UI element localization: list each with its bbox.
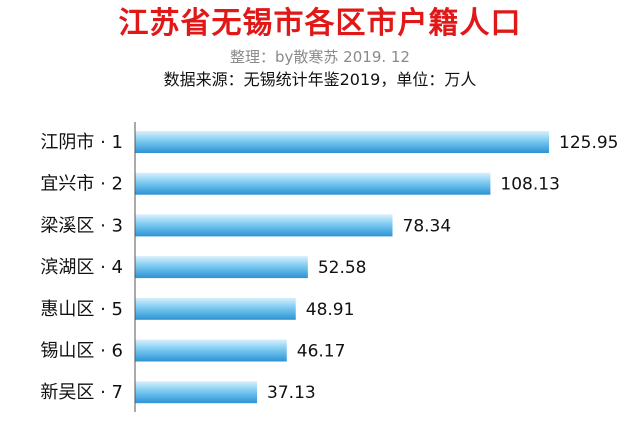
category-label: 惠山区 · 5 xyxy=(40,299,123,320)
category-label: 锡山区 · 6 xyxy=(40,341,123,362)
category-label: 宜兴市 · 2 xyxy=(40,174,123,195)
bar xyxy=(135,297,296,320)
bar xyxy=(135,172,491,195)
value-label: 52.58 xyxy=(318,258,367,278)
data-source-note: 数据来源：无锡统计年鉴2019，单位：万人 xyxy=(163,70,477,89)
bar xyxy=(135,339,287,362)
category-label: 江阴市 · 1 xyxy=(40,132,123,153)
value-label: 108.13 xyxy=(500,175,559,195)
bar xyxy=(135,381,258,404)
category-label: 新吴区 · 7 xyxy=(40,382,123,403)
value-label: 48.91 xyxy=(306,300,355,320)
bar xyxy=(135,256,308,279)
bar xyxy=(135,214,393,237)
value-label: 78.34 xyxy=(403,216,452,236)
value-label: 46.17 xyxy=(297,342,346,362)
category-label: 梁溪区 · 3 xyxy=(40,215,123,236)
value-label: 125.95 xyxy=(559,133,618,153)
chart-subtitle: 整理：by散寒苏 2019. 12 xyxy=(230,48,410,66)
value-label: 37.13 xyxy=(267,383,316,403)
bar xyxy=(135,131,549,153)
category-label: 滨湖区 · 4 xyxy=(40,257,123,278)
chart-title: 江苏省无锡市各区市户籍人口 xyxy=(118,6,522,41)
